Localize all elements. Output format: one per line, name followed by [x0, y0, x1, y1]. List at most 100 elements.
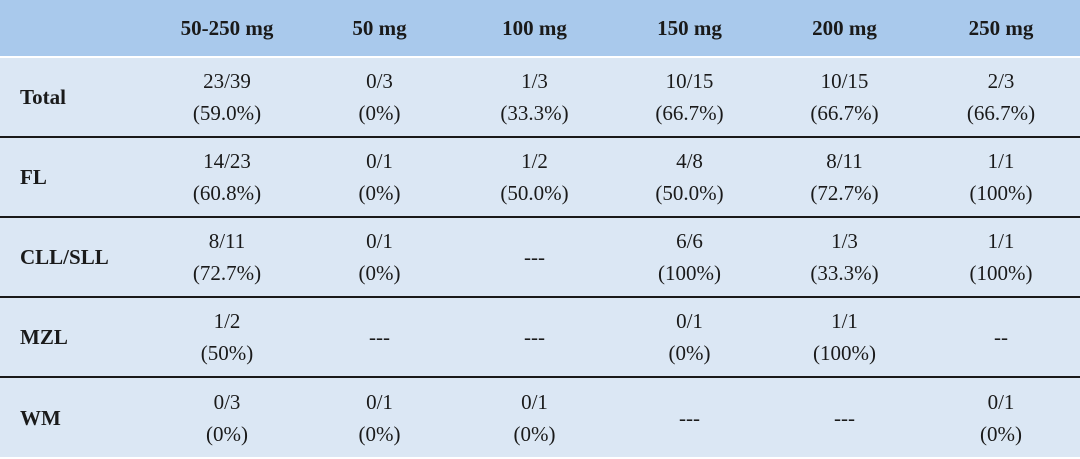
- cell-count: ---: [369, 325, 390, 349]
- table-cell: 10/15 (66.7%): [767, 57, 922, 137]
- table-row: Total 23/39 (59.0%) 0/3 (0%) 1/3 (33.3%) 10/15 (…: [0, 57, 1080, 137]
- table-cell: 1/1 (100%): [922, 216, 1080, 297]
- cell-percent: (100%): [658, 261, 721, 285]
- cell-percent: (50.0%): [655, 181, 724, 205]
- table-cell: 0/3 (0%): [152, 376, 302, 457]
- cell-percent: (100%): [969, 261, 1033, 285]
- header-dose-200: 200 mg: [767, 0, 922, 58]
- cell-count: 1/3: [521, 69, 548, 93]
- header-dose-50-250: 50-250 mg: [152, 0, 302, 58]
- table-cell: 1/1 (100%): [767, 296, 922, 377]
- table-cell: 4/8 (50.0%): [612, 136, 767, 217]
- table-cell: 23/39 (59.0%): [152, 57, 302, 137]
- cell-percent: (0%): [358, 261, 401, 285]
- cell-count: 1/3: [831, 229, 858, 253]
- header-dose-150: 150 mg: [612, 0, 767, 58]
- cell-percent: (59.0%): [192, 101, 262, 125]
- row-label: MZL: [0, 296, 152, 377]
- cell-count: 0/1: [987, 389, 1015, 414]
- table-cell: ---: [767, 376, 922, 457]
- table-cell: ---: [457, 216, 612, 297]
- table-cell: 0/3 (0%): [302, 57, 457, 137]
- row-label: Total: [20, 85, 66, 109]
- cell-count: 1/1: [831, 309, 858, 333]
- table-cell: 6/6 (100%): [612, 216, 767, 297]
- table-cell: 10/15 (66.7%): [612, 57, 767, 137]
- cell-percent: (66.7%): [810, 101, 879, 125]
- row-label: WM: [0, 376, 152, 457]
- cell-percent: (0%): [358, 101, 401, 125]
- cell-percent: (0%): [358, 181, 401, 205]
- cell-count: 23/39: [203, 69, 251, 93]
- cell-count: 0/1: [366, 389, 393, 414]
- table-row: WM 0/3 (0%) 0/1 (0%) 0/1 (0%) --- --- 0/1 (0%): [0, 376, 1080, 457]
- header-dose-250: 250 mg: [922, 0, 1080, 58]
- table-cell: 1/3 (33.3%): [457, 57, 612, 137]
- cell-count: 2/3: [987, 69, 1015, 93]
- table-cell: ---: [302, 296, 457, 377]
- cell-percent: (0%): [513, 421, 556, 446]
- cell-percent: (100%): [813, 341, 876, 365]
- cell-count: 0/1: [676, 309, 703, 333]
- cell-count: 1/1: [987, 149, 1015, 173]
- cell-count: 10/15: [665, 69, 714, 93]
- cell-count: 6/6: [676, 229, 703, 253]
- cell-count: ---: [679, 405, 700, 430]
- table-cell: ---: [612, 376, 767, 457]
- cell-count: 0/3: [213, 389, 241, 414]
- cell-percent: (33.3%): [500, 101, 569, 125]
- cell-count: 0/1: [521, 389, 548, 414]
- cell-count: ---: [524, 245, 545, 269]
- cell-percent: (66.7%): [655, 101, 724, 125]
- table-body: Total 23/39 (59.0%) 0/3 (0%) 1/3 (33.3%) 10/15 (…: [0, 57, 1080, 457]
- cell-count: ---: [524, 325, 545, 349]
- table-cell: 1/2 (50%): [152, 296, 302, 377]
- cell-percent: (0%): [206, 421, 248, 446]
- table-cell: 0/1 (0%): [457, 376, 612, 457]
- cell-count: 8/11: [208, 229, 246, 253]
- cell-percent: (72.7%): [810, 181, 879, 205]
- cell-percent: (60.8%): [192, 181, 262, 205]
- cell-percent: (0%): [668, 341, 711, 365]
- header-dose-100: 100 mg: [457, 0, 612, 58]
- row-label: FL: [0, 136, 152, 217]
- cell-count: 8/11: [826, 149, 863, 173]
- cell-percent: (33.3%): [810, 261, 879, 285]
- cell-count: 14/23: [203, 149, 251, 173]
- header-corner: [0, 0, 152, 58]
- cell-count: 0/1: [366, 149, 393, 173]
- cell-percent: (72.7%): [192, 261, 262, 285]
- cell-count: 0/1: [366, 229, 393, 253]
- table-cell: 2/3 (66.7%): [922, 57, 1080, 137]
- table-cell: 0/1 (0%): [302, 216, 457, 297]
- table-row: CLL/SLL 8/11 (72.7%) 0/1 (0%) --- 6/6 (100%) 1/3…: [0, 216, 1080, 297]
- table-header: 50-250 mg 50 mg 100 mg 150 mg 200 mg 250…: [0, 0, 1080, 58]
- cell-count: 1/2: [213, 309, 241, 333]
- table-cell: 8/11 (72.7%): [767, 136, 922, 217]
- header-row: 50-250 mg 50 mg 100 mg 150 mg 200 mg 250…: [0, 0, 1080, 58]
- cell-percent: (0%): [980, 421, 1022, 446]
- table-cell: 1/3 (33.3%): [767, 216, 922, 297]
- table-cell: 1/1 (100%): [922, 136, 1080, 217]
- cell-count: --: [994, 325, 1008, 349]
- table-cell: 0/1 (0%): [612, 296, 767, 377]
- cell-percent: (50.0%): [500, 181, 569, 205]
- row-label: CLL/SLL: [0, 216, 152, 297]
- table-cell: 0/1 (0%): [302, 376, 457, 457]
- header-dose-50: 50 mg: [302, 0, 457, 58]
- table-cell: ---: [457, 296, 612, 377]
- table-row: MZL 1/2 (50%) --- --- 0/1 (0%) 1/1 (100%) --: [0, 296, 1080, 377]
- cell-count: 1/2: [521, 149, 548, 173]
- cell-count: 10/15: [820, 69, 869, 93]
- table-row: FL 14/23 (60.8%) 0/1 (0%) 1/2 (50.0%) 4/8 (50.0%…: [0, 136, 1080, 217]
- cell-count: 0/3: [366, 69, 393, 93]
- table-cell: 8/11 (72.7%): [152, 216, 302, 297]
- table-cell: --: [922, 296, 1080, 377]
- table-cell: 0/1 (0%): [922, 376, 1080, 457]
- cell-count: 1/1: [987, 229, 1015, 253]
- table-cell: 0/1 (0%): [302, 136, 457, 217]
- table-cell: 14/23 (60.8%): [152, 136, 302, 217]
- table-cell: 1/2 (50.0%): [457, 136, 612, 217]
